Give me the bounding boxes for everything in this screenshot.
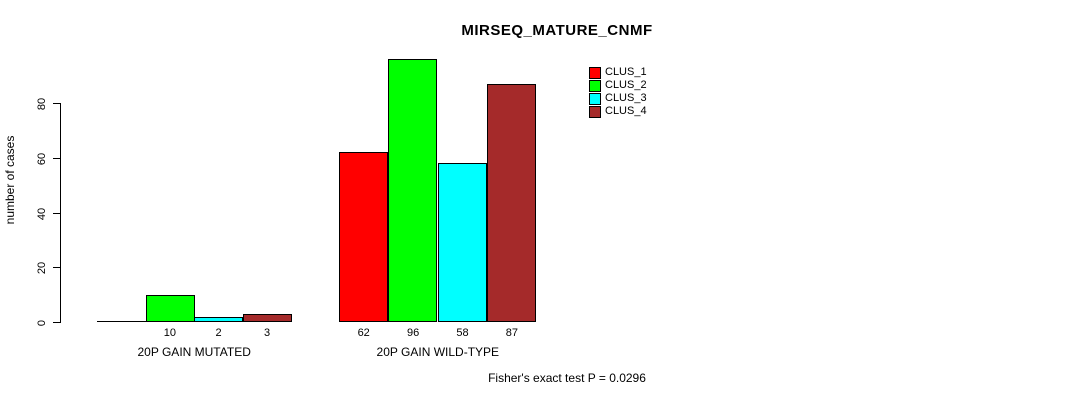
bar-CLUS_1-0 (97, 321, 146, 322)
bar-value-label-CLUS_4-1: 87 (505, 327, 519, 339)
bar-value-label-CLUS_3-0: 2 (215, 327, 222, 339)
legend-row-CLUS_3: CLUS_3 (589, 92, 647, 105)
legend-row-CLUS_4: CLUS_4 (589, 105, 647, 118)
legend-key-swatch (589, 92, 601, 105)
y-tick-label: 0 (36, 319, 48, 326)
chart-title: MIRSEQ_MATURE_CNMF (461, 22, 653, 39)
y-tick-label: 40 (36, 207, 48, 220)
y-tick-label: 60 (36, 152, 48, 165)
y-axis-line (60, 103, 61, 323)
y-axis-label: number of cases (3, 135, 17, 225)
y-tick-label: 20 (36, 261, 48, 274)
bar-CLUS_2-1 (388, 59, 437, 322)
bar-CLUS_4-0 (243, 314, 292, 322)
legend-row-CLUS_2: CLUS_2 (589, 79, 647, 92)
bar-value-label-CLUS_4-0: 3 (264, 327, 271, 339)
legend-key-swatch (589, 105, 601, 118)
y-tick-mark (53, 213, 60, 214)
bar-CLUS_3-0 (194, 317, 243, 322)
y-tick-mark (53, 267, 60, 268)
legend-label: CLUS_4 (605, 105, 647, 117)
bar-CLUS_2-0 (146, 295, 195, 322)
footnote-pvalue: Fisher's exact test P = 0.0296 (488, 371, 646, 385)
bar-CLUS_1-1 (339, 152, 388, 322)
y-tick-mark (53, 103, 60, 104)
legend-label: CLUS_3 (605, 92, 647, 104)
legend-key-swatch (589, 79, 601, 92)
bar-value-label-CLUS_2-1: 96 (406, 327, 420, 339)
bar-value-label-CLUS_3-1: 58 (456, 327, 469, 339)
legend-key-swatch (589, 66, 601, 79)
category-label-1: 20P GAIN WILD-TYPE (376, 345, 500, 359)
bar-value-label-CLUS_1-1: 62 (357, 327, 370, 339)
legend-label: CLUS_2 (605, 79, 647, 91)
legend-row-CLUS_1: CLUS_1 (589, 66, 647, 79)
legend: CLUS_1 CLUS_2 CLUS_3 CLUS_4 (589, 66, 647, 118)
y-tick-mark (53, 322, 60, 323)
legend-label: CLUS_1 (605, 66, 647, 78)
y-tick-label: 80 (36, 97, 48, 110)
bar-CLUS_3-1 (438, 163, 487, 322)
bar-value-label-CLUS_2-0: 10 (163, 327, 177, 339)
y-tick-mark (53, 158, 60, 159)
category-label-0: 20P GAIN MUTATED (137, 345, 251, 359)
bar-CLUS_4-1 (487, 84, 536, 322)
